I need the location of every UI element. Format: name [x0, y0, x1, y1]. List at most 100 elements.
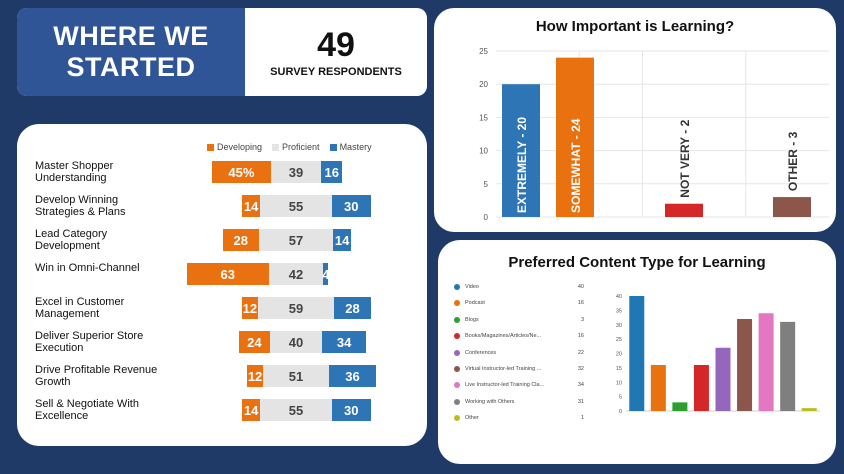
bar-segment-developing: 12 — [242, 297, 258, 319]
bar-segment-mastery: 34 — [322, 331, 367, 353]
legend-dot — [454, 349, 460, 356]
bar-segment-developing: 12 — [247, 365, 263, 387]
bar — [650, 365, 666, 411]
legend-value: 22 — [577, 349, 584, 356]
respondent-count: 49 — [317, 25, 355, 64]
bar-segment-developing: 14 — [242, 399, 261, 421]
y-tick-label: 20 — [479, 80, 488, 89]
importance-chart: 0 5 10 15 20 25 EXTREMELY - 20 SOMEWHAT - 24 NOT… — [479, 47, 829, 222]
bar-segment-mastery: 4 — [322, 263, 330, 285]
y-tick-label: 40 — [616, 294, 622, 300]
bar — [801, 408, 817, 411]
category-label: Develop Winning Strategies & Plans — [35, 194, 126, 218]
bar-segment-proficient: 55 — [260, 195, 332, 217]
legend-item-proficient: Proficient — [272, 142, 320, 152]
bar — [780, 321, 796, 411]
bar — [556, 57, 594, 217]
legend-item: Live Instructor-led Training Cla... 34 — [454, 382, 584, 389]
bar-segment-developing: 14 — [242, 195, 261, 217]
y-tick-label: 5 — [484, 180, 489, 189]
bar — [773, 197, 811, 217]
content-type-chart-title: Preferred Content Type for Learning — [508, 254, 766, 271]
bar — [737, 319, 753, 411]
y-tick-label: 25 — [616, 337, 622, 343]
bar-segment-mastery: 14 — [333, 229, 352, 251]
legend-swatch — [329, 144, 337, 152]
bar — [629, 296, 645, 411]
legend-item: Books/Magazines/Articles/Ne... 16 — [454, 333, 584, 340]
hero-title: WHERE WE STARTED — [53, 21, 209, 82]
bar-segment-mastery: 30 — [331, 399, 371, 421]
legend-item: Blogs 3 — [454, 316, 584, 323]
y-tick-label: 5 — [619, 395, 622, 401]
category-label: Drive Profitable Revenue Growth — [35, 364, 158, 388]
y-tick-label: 0 — [484, 213, 489, 222]
bar-segment-developing: 28 — [222, 229, 259, 251]
legend-item: Podcast 16 — [454, 300, 584, 307]
respondent-count-label: SURVEY RESPONDENTS — [270, 65, 402, 78]
bar-segment-proficient: 57 — [258, 229, 334, 251]
y-tick-label: 10 — [479, 147, 488, 156]
bar-segment-proficient: 40 — [270, 331, 322, 353]
legend-value: 34 — [577, 382, 584, 389]
competency-chart-panel: Developing Proficient Mastery Master Shopp… — [17, 124, 427, 446]
y-tick-label: 15 — [616, 366, 622, 372]
bar-segment-proficient: 59 — [257, 297, 335, 319]
legend-label: Developing — [217, 142, 263, 152]
bar — [758, 313, 774, 411]
competency-chart-legend: Developing Proficient Mastery — [207, 142, 372, 152]
bar-segment-developing: 45% — [212, 161, 271, 183]
legend-item-developing: Developing — [207, 142, 262, 152]
bar-label: SOMEWHAT - 24 — [569, 118, 583, 213]
bar-segment-mastery: 16 — [321, 161, 343, 183]
legend-item-mastery: Mastery — [329, 142, 372, 152]
legend-value: 32 — [577, 366, 584, 372]
legend-item: Virtual Instructor-led Training ... 32 — [454, 366, 584, 372]
hero-title-box: WHERE WE STARTED — [17, 8, 245, 96]
legend-dot — [454, 382, 460, 389]
legend-dot — [454, 333, 460, 340]
bar — [672, 402, 688, 411]
category-label: Master Shopper Understanding — [35, 160, 114, 184]
legend-item: Video 40 — [454, 284, 584, 290]
content-type-chart: 0 5 10 15 20 25 30 35 40 — [616, 294, 820, 415]
bar — [665, 203, 703, 217]
bar-segment-proficient: 55 — [260, 399, 332, 421]
category-label: Sell & Negotiate With Excellence — [35, 398, 139, 422]
bar-segment-proficient: 42 — [268, 263, 324, 285]
legend-dot — [454, 284, 460, 290]
bar — [693, 365, 709, 411]
legend-item: Conferences 22 — [454, 349, 584, 356]
legend-value: 31 — [577, 398, 584, 405]
bar-segment-proficient: 39 — [270, 161, 322, 183]
y-tick-label: 30 — [616, 323, 622, 329]
bar-segment-mastery: 30 — [331, 195, 371, 217]
legend-dot — [454, 300, 460, 307]
bar-label: NOT VERY - 2 — [678, 119, 692, 197]
y-tick-label: 25 — [479, 47, 488, 56]
bar-segment-mastery: 28 — [334, 297, 371, 319]
bar-label: OTHER - 3 — [786, 131, 800, 191]
bar — [715, 347, 731, 411]
bar-label: EXTREMELY - 20 — [515, 117, 529, 213]
legend-swatch — [272, 144, 280, 152]
legend-label: Mastery — [339, 142, 372, 152]
y-tick-label: 15 — [479, 113, 488, 122]
legend-dot — [454, 398, 460, 405]
bar-segment-proficient: 51 — [262, 365, 330, 387]
category-label: Excel in Customer Management — [35, 296, 125, 320]
legend-dot — [454, 366, 460, 372]
legend-value: 1 — [580, 415, 584, 422]
bar-segment-mastery: 36 — [329, 365, 376, 387]
importance-chart-title: How Important is Learning? — [535, 18, 735, 35]
content-type-chart-panel: Preferred Content Type for Learning Vide… — [438, 240, 836, 464]
hero-panel: WHERE WE STARTED 49 SURVEY RESPONDENTS — [17, 8, 427, 96]
legend-label: Proficient — [282, 142, 320, 152]
legend-item: Other 1 — [454, 415, 584, 422]
respondent-count-box: 49 SURVEY RESPONDENTS — [245, 8, 427, 96]
category-label: Deliver Superior Store Execution — [35, 330, 144, 354]
legend-swatch — [207, 144, 214, 152]
y-tick-label: 35 — [616, 308, 622, 314]
bar-segment-developing: 63 — [186, 263, 269, 285]
bar-segment-developing: 24 — [238, 331, 270, 353]
